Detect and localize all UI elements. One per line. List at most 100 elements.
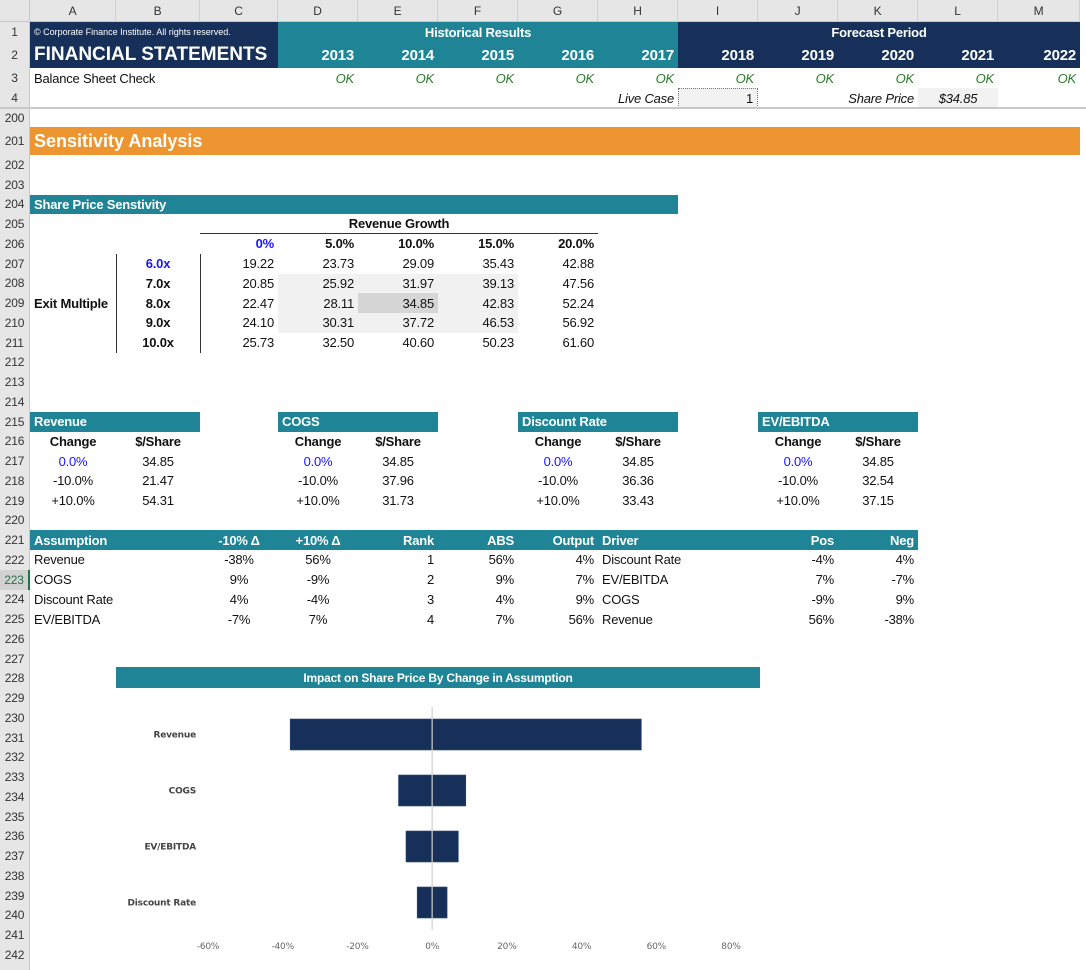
row-header-3[interactable]: 3 <box>0 68 30 88</box>
balance-check-status[interactable]: OK <box>655 70 675 86</box>
row-header-221[interactable]: 221 <box>0 530 30 550</box>
assumption-cell[interactable]: 56% <box>568 611 595 627</box>
row-header-235[interactable]: 235 <box>0 806 30 827</box>
live-case-label[interactable]: Live Case <box>617 90 674 106</box>
assumption-cell[interactable]: Revenue <box>34 552 85 568</box>
assumption-cell[interactable]: 4 <box>426 611 434 627</box>
per-share-value[interactable]: 34.85 <box>862 453 894 469</box>
assumption-cell[interactable]: 4% <box>229 591 249 607</box>
sensitivity-cell[interactable]: 24.10 <box>242 315 274 331</box>
balance-check-status[interactable]: OK <box>975 70 995 86</box>
year-header-2015[interactable]: 2015 <box>438 42 518 68</box>
row-header-237[interactable]: 237 <box>0 846 30 866</box>
row-header-229[interactable]: 229 <box>0 688 30 708</box>
balance-check-status[interactable]: OK <box>495 70 515 86</box>
balance-check-status[interactable]: OK <box>735 70 755 86</box>
row-header-1[interactable]: 1 <box>0 22 30 42</box>
change-value[interactable]: 0.0% <box>543 453 573 469</box>
assumption-cell[interactable]: EV/EBITDA <box>602 572 669 588</box>
assumption-cell[interactable]: -38% <box>884 611 914 627</box>
assumption-cell[interactable]: 9% <box>495 572 515 588</box>
row-header-211[interactable]: 211 <box>0 332 30 353</box>
assumption-cell[interactable]: 4% <box>495 591 515 607</box>
row-header-219[interactable]: 219 <box>0 490 30 511</box>
year-header-2016[interactable]: 2016 <box>518 42 598 68</box>
sensitivity-cell[interactable]: 19.22 <box>242 256 274 272</box>
year-header-2021[interactable]: 2021 <box>918 42 998 68</box>
assumption-cell[interactable]: -38% <box>224 552 254 568</box>
per-share-value[interactable]: 31.73 <box>382 493 414 509</box>
row-header-208[interactable]: 208 <box>0 273 30 294</box>
row-header-234[interactable]: 234 <box>0 787 30 807</box>
sensitivity-cell[interactable]: 20.85 <box>242 275 274 291</box>
assumption-cell[interactable]: Revenue <box>602 611 653 627</box>
sensitivity-cell[interactable]: 34.85 <box>358 293 438 313</box>
assumption-cell[interactable]: 2 <box>426 572 434 588</box>
change-value[interactable]: +10.0% <box>536 493 580 509</box>
column-header-h[interactable]: H <box>598 0 678 22</box>
per-share-value[interactable]: 36.36 <box>622 473 654 489</box>
assumption-cell[interactable]: COGS <box>34 572 72 588</box>
row-header-238[interactable]: 238 <box>0 866 30 886</box>
balance-check-status[interactable]: OK <box>1057 70 1077 86</box>
row-header-236[interactable]: 236 <box>0 826 30 847</box>
row-header-209[interactable]: 209 <box>0 293 30 313</box>
change-value[interactable]: 0.0% <box>58 453 88 469</box>
sensitivity-cell[interactable]: 30.31 <box>278 313 358 333</box>
row-header-225[interactable]: 225 <box>0 609 30 629</box>
column-header-i[interactable]: I <box>678 0 758 22</box>
row-header-212[interactable]: 212 <box>0 352 30 373</box>
row-header-205[interactable]: 205 <box>0 214 30 234</box>
column-header-k[interactable]: K <box>838 0 918 22</box>
assumption-cell[interactable]: COGS <box>602 591 640 607</box>
per-share-value[interactable]: 37.96 <box>382 473 414 489</box>
year-header-2013[interactable]: 2013 <box>278 42 358 68</box>
sensitivity-cell[interactable]: 42.83 <box>438 293 518 313</box>
balance-check-status[interactable]: OK <box>575 70 595 86</box>
balance-check-status[interactable]: OK <box>895 70 915 86</box>
row-header-214[interactable]: 214 <box>0 392 30 412</box>
sensitivity-cell[interactable]: 47.56 <box>562 275 594 291</box>
year-header-2019[interactable]: 2019 <box>758 42 838 68</box>
column-header-b[interactable]: B <box>116 0 200 22</box>
assumption-cell[interactable]: 9% <box>575 591 595 607</box>
row-header-207[interactable]: 207 <box>0 253 30 274</box>
growth-header[interactable]: 10.0% <box>398 236 434 252</box>
assumption-cell[interactable]: 3 <box>426 591 434 607</box>
exit-multiple-value[interactable]: 8.0x <box>145 295 171 311</box>
change-value[interactable]: +10.0% <box>51 493 95 509</box>
per-share-value[interactable]: 37.15 <box>862 493 894 509</box>
assumption-cell[interactable]: 56% <box>808 611 835 627</box>
year-header-2022[interactable]: 2022 <box>998 42 1080 68</box>
sensitivity-cell[interactable]: 23.73 <box>322 256 354 272</box>
share-price-label[interactable]: Share Price <box>848 90 914 106</box>
sensitivity-cell[interactable]: 32.50 <box>322 335 354 351</box>
sensitivity-cell[interactable]: 61.60 <box>562 335 594 351</box>
row-header-200[interactable]: 200 <box>0 108 30 127</box>
row-header-213[interactable]: 213 <box>0 372 30 392</box>
year-header-2020[interactable]: 2020 <box>838 42 918 68</box>
row-header-220[interactable]: 220 <box>0 510 30 531</box>
sensitivity-cell[interactable]: 28.11 <box>278 293 358 313</box>
exit-multiple-value[interactable]: 10.0x <box>142 335 174 351</box>
assumption-cell[interactable]: -4% <box>811 552 834 568</box>
sensitivity-cell[interactable]: 37.72 <box>358 313 438 333</box>
balance-check-status[interactable]: OK <box>415 70 435 86</box>
growth-header[interactable]: 20.0% <box>558 236 594 252</box>
sensitivity-cell[interactable]: 40.60 <box>402 335 434 351</box>
change-value[interactable]: -10.0% <box>778 473 818 489</box>
change-value[interactable]: +10.0% <box>776 493 820 509</box>
per-share-value[interactable]: 33.43 <box>622 493 654 509</box>
growth-header[interactable]: 15.0% <box>478 236 514 252</box>
assumption-cell[interactable]: 4% <box>575 552 595 568</box>
sensitivity-cell[interactable]: 56.92 <box>562 315 594 331</box>
balance-sheet-check-label[interactable]: Balance Sheet Check <box>34 70 156 86</box>
column-header-c[interactable]: C <box>200 0 278 22</box>
per-share-value[interactable]: 54.31 <box>142 493 174 509</box>
sensitivity-cell[interactable]: 22.47 <box>242 295 274 311</box>
sensitivity-cell[interactable]: 50.23 <box>482 335 514 351</box>
year-header-2014[interactable]: 2014 <box>358 42 438 68</box>
column-header-g[interactable]: G <box>518 0 598 22</box>
change-value[interactable]: -10.0% <box>298 473 338 489</box>
column-header-j[interactable]: J <box>758 0 838 22</box>
